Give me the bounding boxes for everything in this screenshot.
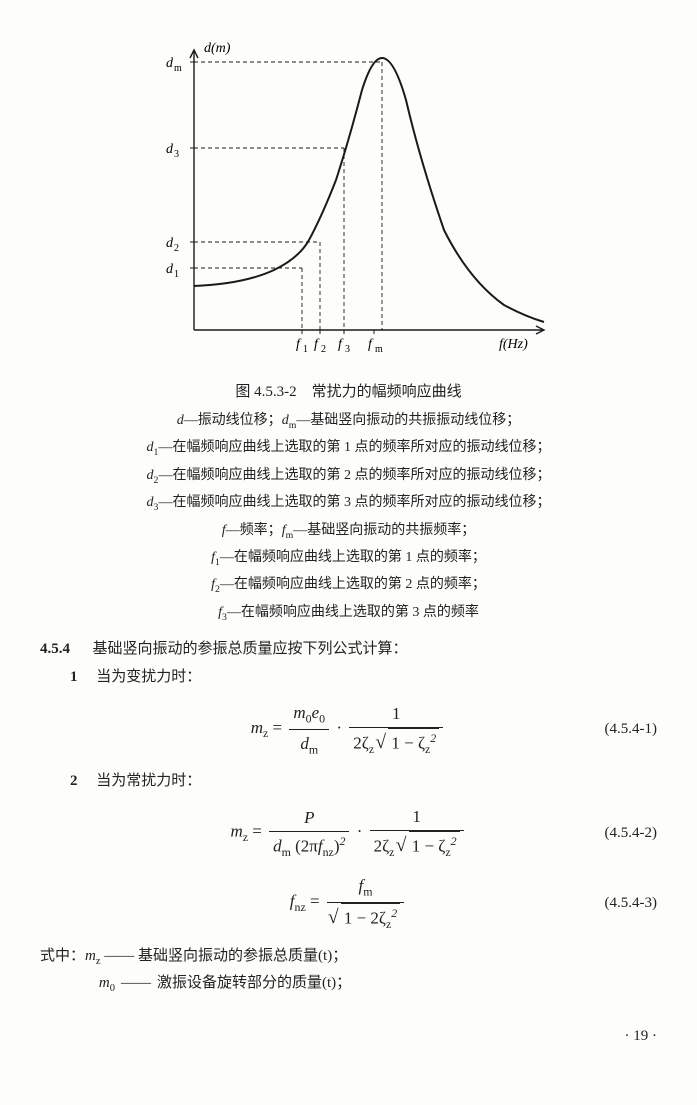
svg-text:1: 1 (303, 344, 308, 355)
item-1-text: 当为变扰力时： (96, 669, 201, 685)
svg-text:f: f (368, 337, 374, 352)
equation-4-5-4-3: fnz = fm 1 − 2ζz2 (4.5.4-3) (40, 872, 657, 934)
eq-number-1: (4.5.4-1) (605, 717, 658, 741)
svg-text:d: d (166, 262, 174, 277)
item-2: 2 当为常扰力时： (70, 769, 657, 793)
section-4-5-4: 4.5.4 基础竖向振动的参振总质量应按下列公式计算： (40, 637, 657, 661)
svg-text:1: 1 (174, 269, 179, 280)
svg-text:f: f (296, 337, 302, 352)
svg-text:m: m (174, 63, 182, 74)
section-number: 4.5.4 (40, 641, 70, 657)
svg-text:m: m (375, 344, 383, 355)
svg-text:d: d (166, 142, 174, 157)
page-number: · 19 · (40, 1024, 657, 1048)
item-1-num: 1 (70, 665, 93, 689)
svg-text:d: d (166, 236, 174, 251)
item-2-num: 2 (70, 769, 93, 793)
svg-text:f: f (338, 337, 344, 352)
where-block: 式中：mz —— 基础竖向振动的参振总质量(t)； m0——激振设备旋转部分的质… (40, 944, 657, 998)
svg-text:2: 2 (321, 344, 326, 355)
svg-text:f: f (314, 337, 320, 352)
svg-text:3: 3 (345, 344, 350, 355)
figure-caption: 图 4.5.3-2 常扰力的幅频响应曲线 (40, 380, 657, 404)
equation-4-5-4-1: mz = m0e0 dm · 1 2ζz 1 − ζz2 (4.5.4-1) (40, 699, 657, 759)
svg-text:d(m): d(m) (204, 41, 231, 56)
equation-4-5-4-2: mz = P dm (2πfnz)2 · 1 2ζz 1 − ζz2 (4.5.… (40, 803, 657, 862)
figure-resonance-curve: d(m)f(Hz)dmd3d2d1f1f2f3fm (40, 30, 657, 370)
item-2-text: 当为常扰力时： (96, 773, 201, 789)
where-label: 式中： (40, 948, 85, 964)
eq-number-2: (4.5.4-2) (605, 821, 658, 845)
svg-text:d: d (166, 56, 174, 71)
svg-text:2: 2 (174, 243, 179, 254)
item-1: 1 当为变扰力时： (70, 665, 657, 689)
eq-number-3: (4.5.4-3) (605, 891, 658, 915)
section-title: 基础竖向振动的参振总质量应按下列公式计算： (93, 641, 408, 657)
resonance-svg: d(m)f(Hz)dmd3d2d1f1f2f3fm (134, 30, 564, 370)
svg-text:f(Hz): f(Hz) (499, 337, 528, 352)
svg-text:3: 3 (174, 149, 179, 160)
figure-legend: d—振动线位移；dm—基础竖向振动的共振振动线位移；d1—在幅频响应曲线上选取的… (40, 408, 657, 627)
